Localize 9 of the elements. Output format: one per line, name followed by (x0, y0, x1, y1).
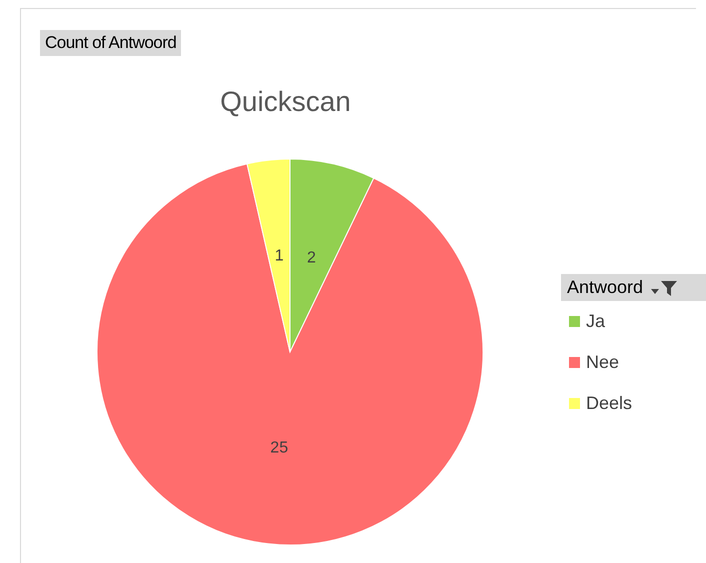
legend-label: Ja (586, 311, 606, 332)
legend-title: Antwoord (567, 277, 644, 298)
legend-label: Deels (586, 393, 632, 414)
legend-label: Nee (586, 352, 620, 373)
text: Count of Antwoord (40, 30, 182, 56)
data-label: 25 (270, 439, 288, 456)
chart-title: Quickscan (219, 86, 352, 118)
data-label: 2 (307, 249, 316, 266)
data-label: 1 (274, 248, 284, 265)
